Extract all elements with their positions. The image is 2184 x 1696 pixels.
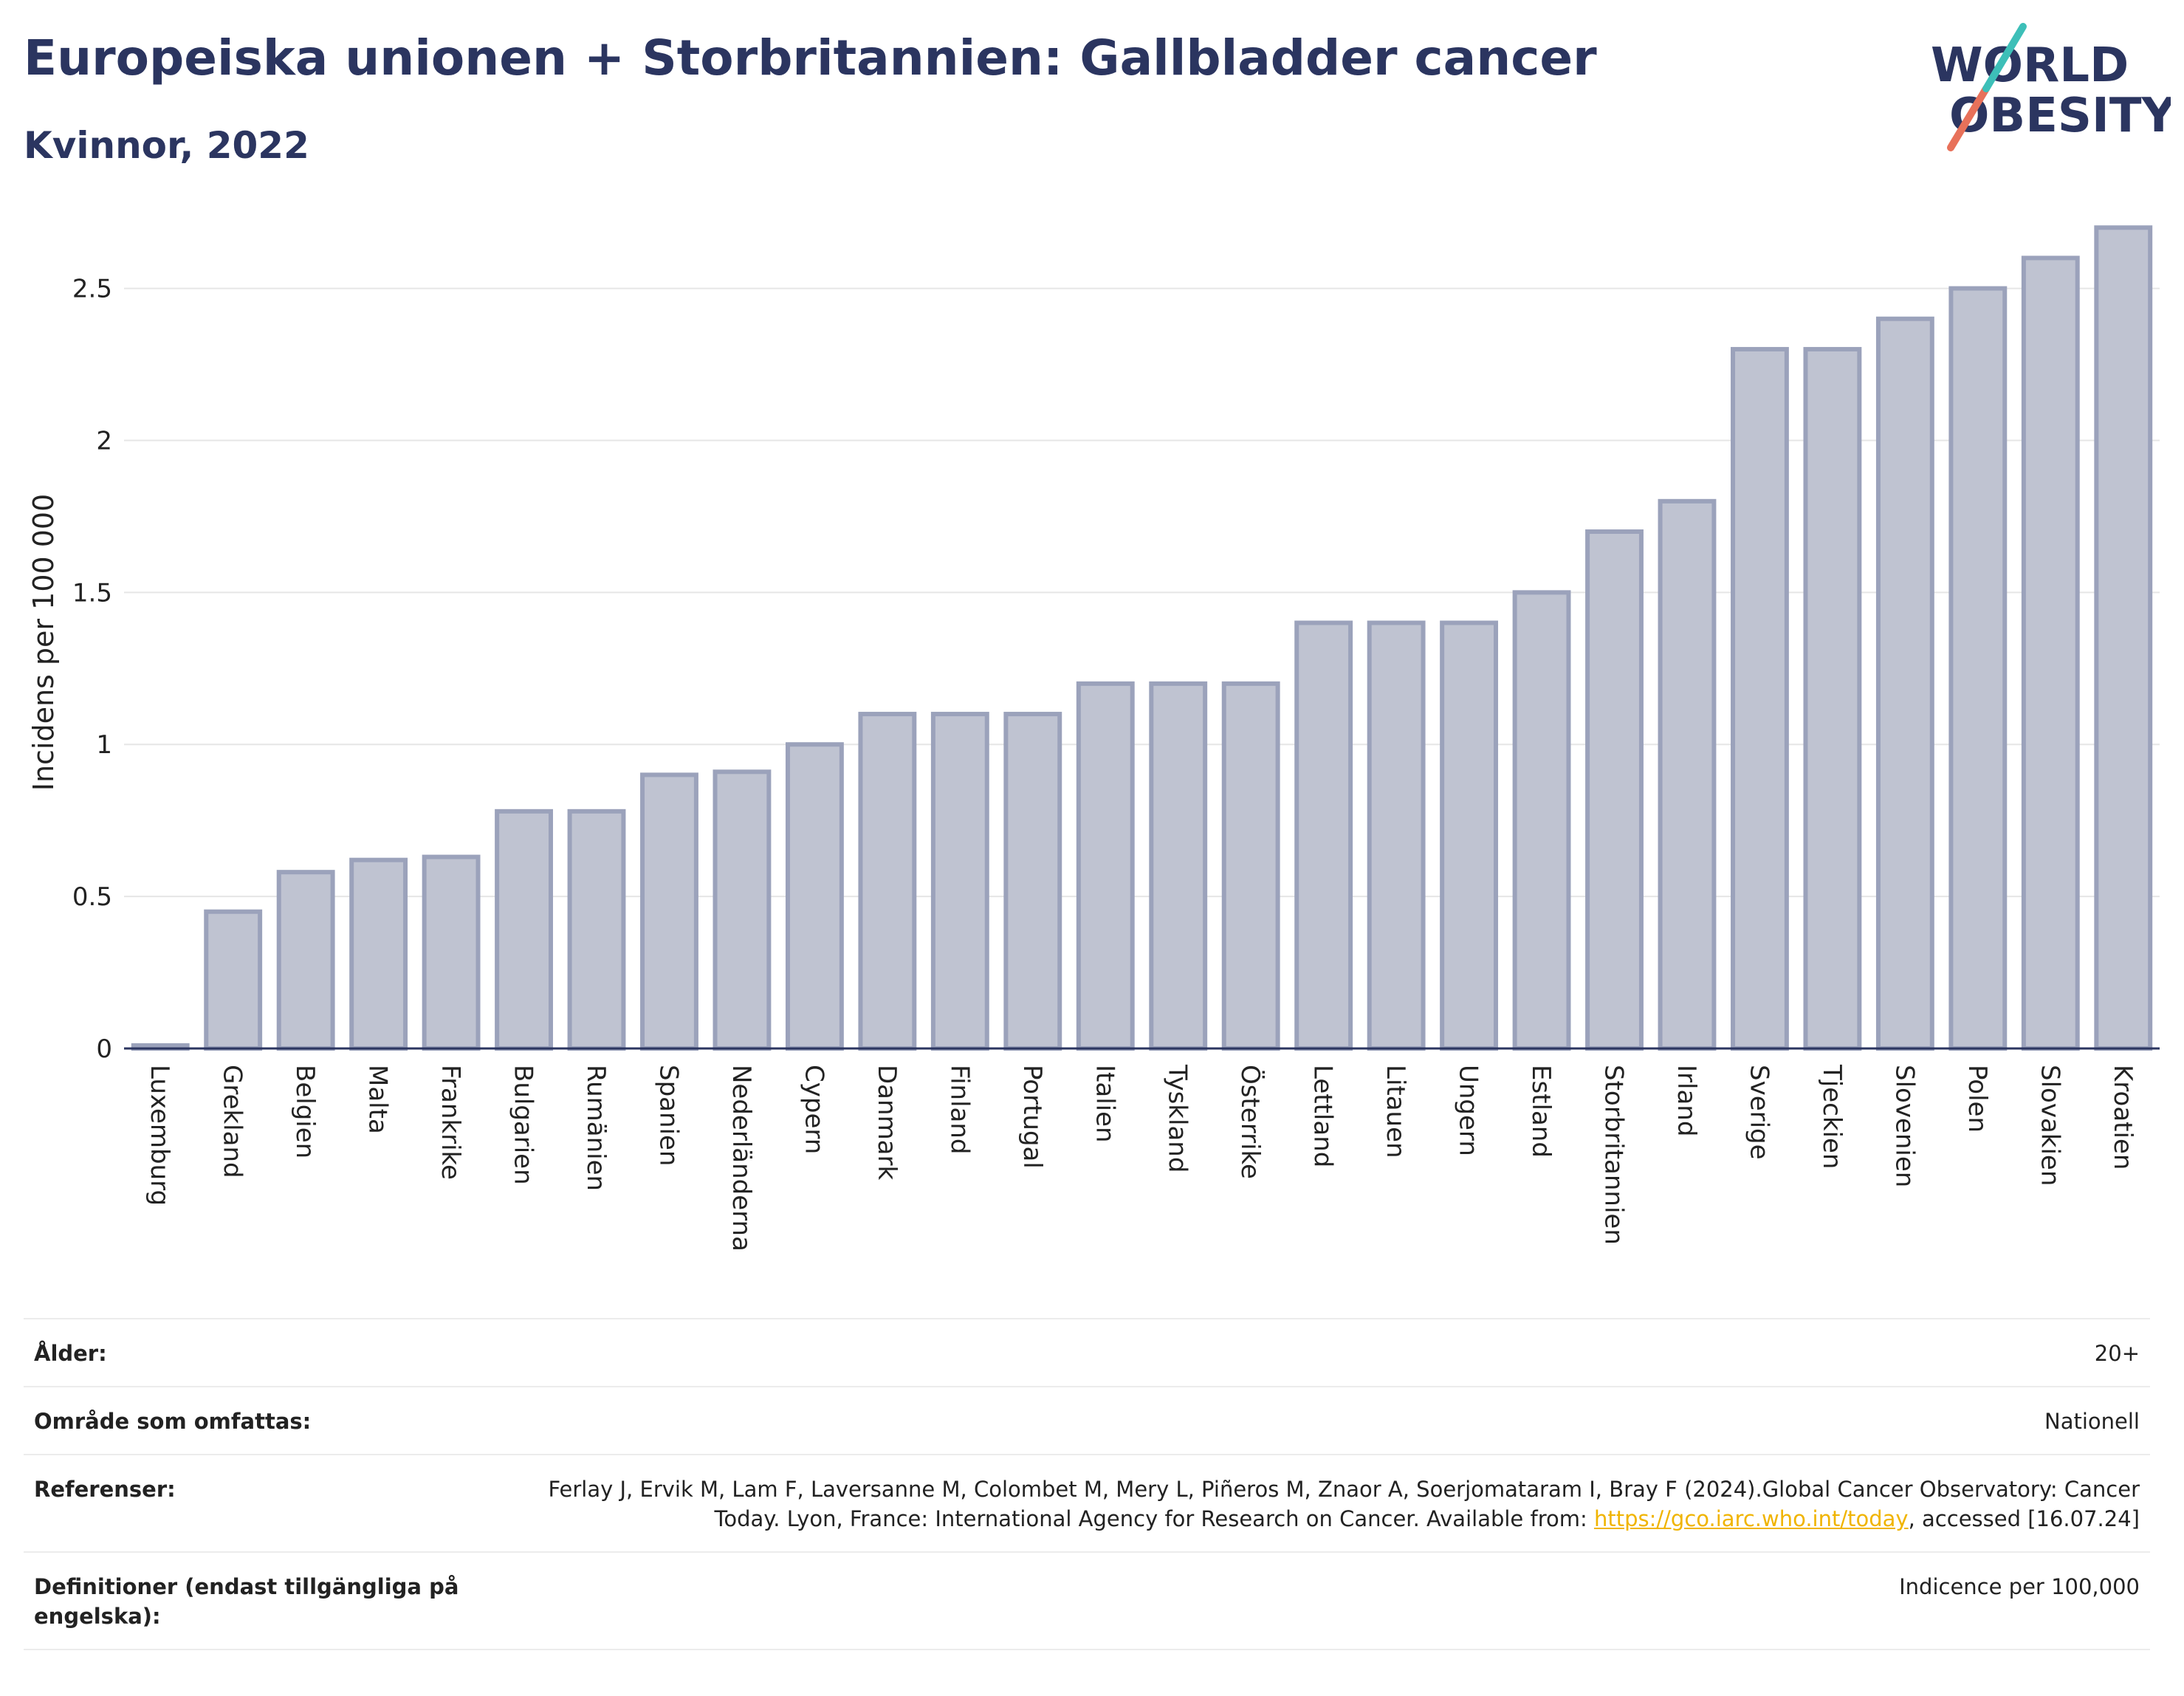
x-tick-label: Frankrike xyxy=(436,1065,465,1180)
bar xyxy=(712,769,772,1051)
bar xyxy=(1875,316,1934,1051)
reference-suffix: , accessed [16.07.24] xyxy=(1908,1506,2140,1531)
bar xyxy=(2021,255,2080,1051)
x-tick-label: Spanien xyxy=(653,1065,683,1166)
y-tick-label: 0.5 xyxy=(72,882,112,912)
metadata-table: Ålder: 20+ Område som omfattas: Nationel… xyxy=(24,1318,2150,1650)
chart-title: Europeiska unionen + Storbritannien: Gal… xyxy=(24,30,1597,86)
x-tick-label: Bulgarien xyxy=(509,1065,538,1185)
x-tick-label: Portugal xyxy=(1017,1065,1047,1169)
x-tick-label: Danmark xyxy=(872,1065,902,1180)
meta-row-references: Referenser: Ferlay J, Ervik M, Lam F, La… xyxy=(24,1454,2150,1551)
bar xyxy=(1294,620,1353,1051)
meta-row-area: Område som omfattas: Nationell xyxy=(24,1386,2150,1454)
x-tick-label: Grekland xyxy=(218,1065,247,1178)
x-tick-label: Finland xyxy=(944,1065,974,1155)
bar xyxy=(1512,590,1571,1051)
bar xyxy=(640,772,698,1051)
x-tick-label: Luxemburg xyxy=(145,1065,174,1206)
meta-key: Referenser: xyxy=(34,1477,176,1502)
logo-line2: OBESITY xyxy=(1949,89,2171,143)
x-tick-label: Tjeckien xyxy=(1817,1064,1847,1169)
x-tick-label: Kroatien xyxy=(2108,1065,2137,1170)
x-tick-label: Lettland xyxy=(1308,1065,1338,1167)
x-tick-label: Slovenien xyxy=(1889,1065,1919,1187)
x-axis-ticks: Luxemburg Grekland Belgien Malta Frankrike Bu… xyxy=(145,1064,2137,1252)
meta-value: Ferlay J, Ervik M, Lam F, Laversanne M, … xyxy=(545,1474,2140,1534)
bar xyxy=(349,857,408,1051)
reference-text: Ferlay J, Ervik M, Lam F, Laversanne M, … xyxy=(548,1477,2140,1531)
bar xyxy=(858,712,917,1051)
x-tick-label: Belgien xyxy=(290,1065,320,1158)
y-tick-label: 1.5 xyxy=(72,578,112,608)
x-tick-label: Estland xyxy=(1526,1065,1556,1158)
x-tick-label: Österrike xyxy=(1235,1065,1266,1179)
bar xyxy=(1367,620,1426,1051)
x-tick-label: Sverige xyxy=(1744,1065,1773,1160)
meta-row-age: Ålder: 20+ xyxy=(24,1318,2150,1386)
x-tick-label: Slovakien xyxy=(2035,1065,2064,1186)
bar xyxy=(1658,498,1717,1051)
x-tick-label: Malta xyxy=(363,1065,393,1134)
meta-row-definitions: Definitioner (endast tillgängliga på eng… xyxy=(24,1551,2150,1650)
world-obesity-logo: WORLD OBESITY xyxy=(1931,23,2171,151)
bar xyxy=(1731,346,1789,1051)
bar xyxy=(567,808,626,1051)
x-tick-label: Ungern xyxy=(1454,1065,1483,1156)
bar xyxy=(1948,286,2008,1051)
meta-value: 20+ xyxy=(2094,1341,2140,1366)
bar-chart: 0 0.5 1 1.5 2 2.5 Luxemburg Grekland Belgien Mal… xyxy=(27,225,2160,1252)
reference-link[interactable]: https://gco.iarc.who.int/today xyxy=(1593,1506,1909,1531)
logo-line1: WORLD xyxy=(1931,38,2129,93)
meta-value: Indicence per 100,000 xyxy=(1899,1574,2140,1599)
bar xyxy=(785,742,844,1051)
bar xyxy=(1003,712,1062,1051)
bar xyxy=(1221,681,1280,1051)
bar xyxy=(2094,225,2153,1051)
bars xyxy=(131,225,2153,1051)
x-tick-label: Storbritannien xyxy=(1599,1065,1629,1245)
bar xyxy=(495,808,553,1051)
x-tick-label: Cypern xyxy=(799,1065,828,1154)
bar xyxy=(1585,529,1644,1051)
bar xyxy=(204,909,263,1051)
y-tick-label: 0 xyxy=(96,1034,112,1064)
x-tick-label: Polen xyxy=(1962,1065,1992,1133)
x-tick-label: Litauen xyxy=(1381,1065,1410,1158)
bar xyxy=(930,712,989,1051)
bar xyxy=(422,854,481,1051)
bar xyxy=(1076,681,1135,1051)
meta-key: Område som omfattas: xyxy=(34,1409,312,1434)
x-tick-label: Tyskland xyxy=(1163,1064,1192,1173)
meta-value: Nationell xyxy=(2044,1409,2140,1434)
bar xyxy=(1149,681,1208,1051)
x-tick-label: Irland xyxy=(1672,1065,1701,1136)
meta-key: Ålder: xyxy=(34,1341,107,1366)
bar xyxy=(276,870,335,1051)
y-axis-ticks: 0 0.5 1 1.5 2 2.5 xyxy=(72,275,112,1064)
x-tick-label: Nederländerna xyxy=(727,1065,756,1252)
x-tick-label: Italien xyxy=(1090,1065,1119,1143)
meta-key: Definitioner (endast tillgängliga på eng… xyxy=(34,1574,459,1629)
y-tick-label: 2.5 xyxy=(72,275,112,304)
y-axis-title: Incidens per 100 000 xyxy=(27,494,60,792)
y-tick-label: 2 xyxy=(96,426,112,456)
y-tick-label: 1 xyxy=(96,730,112,760)
x-tick-label: Rumänien xyxy=(581,1065,611,1191)
bar xyxy=(1803,346,1862,1051)
chart-subtitle: Kvinnor, 2022 xyxy=(24,124,309,167)
bar xyxy=(1440,620,1499,1051)
